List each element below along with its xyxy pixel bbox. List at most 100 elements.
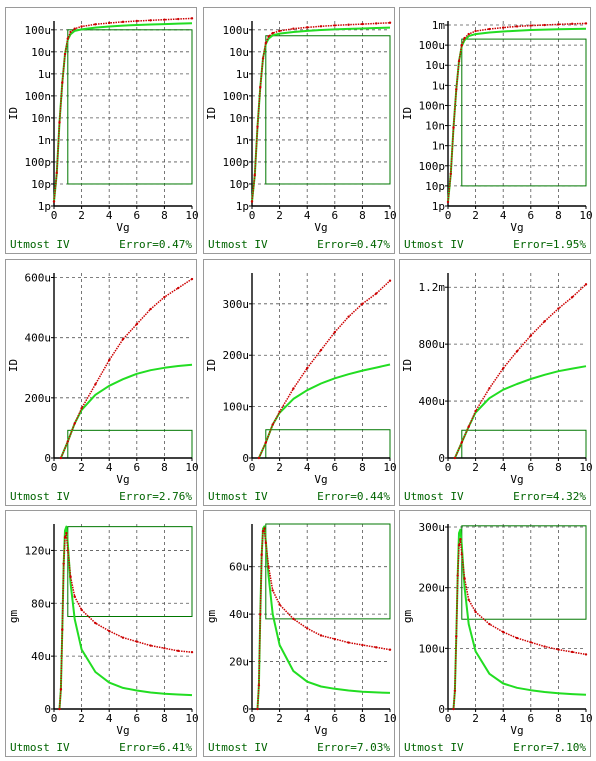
x-tick-label: 0 xyxy=(445,461,452,474)
measured-point xyxy=(543,320,546,323)
y-tick-label: 1n xyxy=(236,134,249,147)
fit-range-box xyxy=(265,429,391,459)
measured-point xyxy=(319,634,323,637)
measured-point xyxy=(65,532,68,535)
x-tick-label: 4 xyxy=(304,461,311,474)
series-simulated-line xyxy=(447,27,587,203)
measured-point xyxy=(73,422,76,425)
error-label: Error=2.76% xyxy=(119,490,192,503)
fit-range-box xyxy=(265,35,391,185)
measured-point xyxy=(259,612,262,616)
y-axis-label: gm xyxy=(7,610,20,624)
measured-point xyxy=(460,441,463,444)
x-tick-label: 6 xyxy=(331,209,338,222)
chart-panel-2: 0 2 4 6 8 10 1p 10p 100p 1n 10n 100n 1u 10u 100u Vg ID Ut… xyxy=(203,7,396,254)
fit-range-box xyxy=(67,526,193,617)
x-tick-label: 8 xyxy=(161,461,168,474)
x-tick-label: 2 xyxy=(78,712,85,725)
y-tick-label: 0 xyxy=(438,452,445,465)
measured-point xyxy=(455,635,458,638)
y-axis-label: gm xyxy=(205,610,218,624)
measured-point xyxy=(271,589,274,592)
x-tick-label: 0 xyxy=(51,461,58,474)
measured-point xyxy=(121,337,125,341)
measured-point xyxy=(452,126,455,129)
y-tick-label: 80u xyxy=(31,597,51,610)
y-tick-label: 10u xyxy=(31,46,51,59)
y-axis-label: ID xyxy=(7,359,20,372)
chart-svg: 0 2 4 6 8 10 1p 10p 100p 1n 10n 100n 1u 10u 100u 1m Vg ID xyxy=(401,19,592,234)
x-tick-label: 0 xyxy=(249,461,256,474)
measured-point xyxy=(306,366,309,370)
x-tick-label: 10 xyxy=(185,712,198,725)
y-tick-label: 10u xyxy=(425,59,445,72)
measured-point xyxy=(63,536,67,539)
series-simulated-line xyxy=(59,363,193,459)
x-axis-label: Vg xyxy=(116,724,129,737)
y-tick-label: 1m xyxy=(432,19,446,32)
measured-point xyxy=(177,17,180,21)
fit-range-box xyxy=(67,29,193,185)
measured-point xyxy=(278,410,281,413)
y-tick-label: 40u xyxy=(229,608,249,621)
measured-point xyxy=(135,640,138,643)
measured-point xyxy=(278,29,281,33)
measured-point xyxy=(584,283,588,286)
measured-point xyxy=(557,648,560,651)
y-tick-label: 300u xyxy=(223,298,250,311)
measured-point xyxy=(571,650,574,654)
x-tick-label: 0 xyxy=(445,712,452,725)
error-label: Error=7.10% xyxy=(513,741,586,754)
measured-point xyxy=(571,295,574,299)
y-tick-label: 10n xyxy=(31,112,51,125)
measured-point xyxy=(271,423,274,426)
measured-point xyxy=(190,277,194,281)
measured-point xyxy=(361,643,364,647)
series-measured-line xyxy=(60,278,193,459)
measured-point xyxy=(190,17,194,20)
measured-point xyxy=(61,628,64,631)
measured-point xyxy=(375,22,378,25)
measured-point xyxy=(474,409,477,413)
y-axis-label: ID xyxy=(205,107,218,120)
chart-svg: 0 2 4 6 8 10 0 200u 400u 600u Vg ID xyxy=(7,272,198,486)
measured-point xyxy=(63,52,67,56)
measured-point xyxy=(347,315,350,318)
y-tick-label: 60u xyxy=(229,561,249,574)
x-tick-label: 10 xyxy=(383,209,396,222)
y-tick-label: 1.2m xyxy=(419,281,446,294)
y-tick-label: 200u xyxy=(223,349,250,362)
x-tick-label: 10 xyxy=(383,461,396,474)
measured-point xyxy=(55,171,58,175)
measured-point xyxy=(135,19,138,23)
measured-point xyxy=(502,367,505,370)
measured-point xyxy=(73,595,76,598)
y-tick-label: 1u xyxy=(236,68,249,81)
y-axis-label: gm xyxy=(401,610,414,624)
series-simulated-line xyxy=(58,525,193,710)
y-tick-label: 1u xyxy=(432,79,445,92)
x-tick-label: 8 xyxy=(359,712,366,725)
x-tick-label: 8 xyxy=(555,461,562,474)
y-tick-label: 100p xyxy=(419,160,446,173)
measured-point xyxy=(257,456,261,460)
measured-point xyxy=(94,621,97,625)
y-axis-label: ID xyxy=(7,107,20,120)
y-tick-label: 400u xyxy=(25,332,52,345)
x-tick-label: 10 xyxy=(185,461,198,474)
x-axis-label: Vg xyxy=(314,724,327,737)
measured-point xyxy=(149,644,152,647)
measured-point xyxy=(69,575,72,579)
y-tick-label: 1p xyxy=(236,200,249,213)
measured-point xyxy=(446,200,450,204)
y-tick-label: 0 xyxy=(242,703,249,716)
measured-point xyxy=(502,26,505,29)
measured-point xyxy=(163,647,166,650)
measured-point xyxy=(62,562,65,565)
measured-point xyxy=(261,57,265,60)
y-tick-label: 200u xyxy=(25,392,52,405)
measured-point xyxy=(455,88,458,91)
x-tick-label: 2 xyxy=(78,461,85,474)
x-tick-label: 8 xyxy=(359,461,366,474)
measured-point xyxy=(278,603,281,606)
